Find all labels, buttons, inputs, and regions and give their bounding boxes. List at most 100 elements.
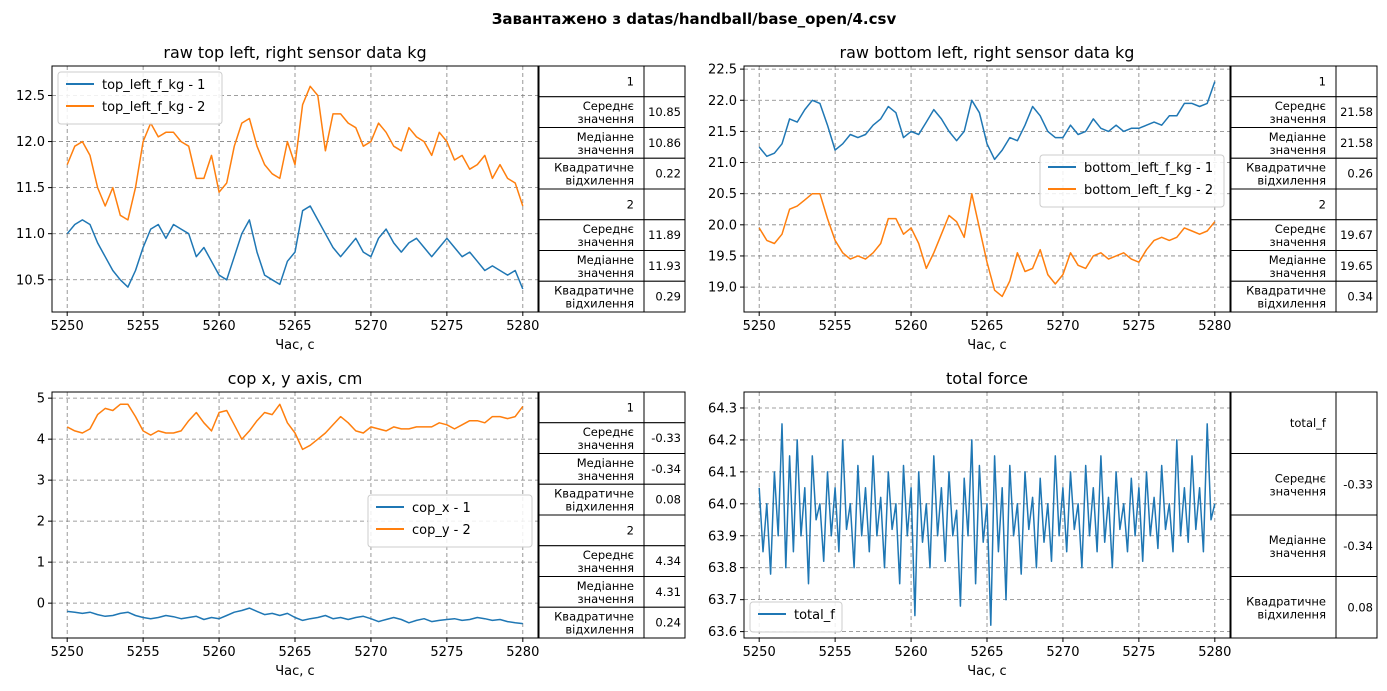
x-tick-label: 5280 (506, 645, 539, 660)
x-tick-label: 5275 (430, 645, 463, 660)
table-row-label: 2 (627, 523, 634, 537)
table-cell-value (1335, 219, 1378, 251)
legend: top_left_f_kg - 1 top_left_f_kg - 2 (57, 71, 223, 125)
table-cell-value (1335, 453, 1378, 516)
x-tick-label: 5260 (895, 645, 928, 660)
table-cell-value (643, 250, 686, 282)
table-cell-label (538, 127, 645, 159)
legend: bottom_left_f_kg - 1 bottom_left_f_kg - 2 (1039, 154, 1225, 208)
x-tick-label: 5260 (203, 645, 236, 660)
table-row-value: -0.34 (1343, 539, 1373, 553)
table-row-value: 10.86 (648, 136, 681, 150)
table-row-label-line1: Медіанне (1269, 253, 1326, 267)
table-row-value: 0.08 (655, 493, 681, 507)
series-line-2 (758, 192, 1216, 298)
table-cell-value (1335, 65, 1378, 98)
table-row-value: 4.34 (655, 554, 681, 568)
legend-label: cop_y - 2 (412, 523, 471, 538)
table-row-label: 1 (627, 74, 634, 88)
table-cell-value (643, 127, 686, 159)
table-cell-label (1230, 188, 1337, 221)
table-row-value: -0.33 (651, 431, 681, 445)
table-row-value: 0.22 (655, 167, 681, 181)
table-row-label-line2: значення (1269, 266, 1326, 280)
table-cell-label (538, 606, 645, 639)
table-row-label-line1: Медіанне (577, 130, 634, 144)
table-cell-value (643, 514, 686, 547)
y-tick-label: 20.0 (708, 218, 737, 233)
table-row-label-line2: значення (577, 143, 634, 157)
table-cell-label (538, 545, 645, 577)
x-tick-label: 5260 (895, 319, 928, 334)
x-tick-label: 5255 (819, 319, 852, 334)
y-tick-label: 63.8 (708, 561, 737, 576)
y-tick-label: 64.0 (708, 497, 737, 512)
table-cell-label (1230, 280, 1337, 313)
x-tick-label: 5250 (51, 319, 84, 334)
x-axis-label: Час, с (967, 338, 1006, 353)
y-tick-label: 64.2 (708, 433, 737, 448)
table-cell-label (538, 157, 645, 190)
stats-table: total_fСереднєзначенняСереднє значення-0… (1230, 391, 1378, 639)
table-cell-value (1335, 157, 1378, 190)
table-cell-value (643, 188, 686, 221)
x-tick-label: 5265 (278, 319, 311, 334)
table-row-label-line1: Квадратичне (1246, 161, 1326, 175)
table-row-value: 11.93 (648, 259, 681, 273)
table-row-label-line1: Квадратичне (1246, 594, 1326, 608)
table-row-label-line1: Медіанне (1269, 130, 1326, 144)
legend-box (749, 601, 843, 633)
table-cell-label (538, 280, 645, 313)
table-row-label-line2: значення (577, 592, 634, 606)
table-cell-label (1230, 96, 1337, 128)
table-row-label-line2: відхилення (1257, 607, 1326, 621)
series-line-1 (758, 81, 1216, 161)
y-tick-label: 63.6 (708, 625, 737, 640)
table-row-label-line1: Медіанне (577, 579, 634, 593)
table-cell-label (1230, 514, 1337, 577)
table-row-label-line1: Середнє (1275, 222, 1326, 236)
chart-title: cop x, y axis, cm (228, 369, 363, 388)
legend-label: top_left_f_kg - 2 (102, 100, 205, 115)
table-row-value: 21.58 (1340, 136, 1373, 150)
y-tick-label: 21.5 (708, 125, 737, 140)
legend-box (367, 494, 533, 548)
y-tick-label: 21.0 (708, 156, 737, 171)
table-cell-label (538, 96, 645, 128)
x-tick-label: 5280 (506, 319, 539, 334)
x-tick-label: 5265 (970, 319, 1003, 334)
table-row-label-line2: відхилення (1257, 297, 1326, 311)
y-tick-label: 64.3 (708, 401, 737, 416)
table-row-label-line1: Квадратичне (554, 610, 634, 624)
table-row-label-line1: Медіанне (577, 456, 634, 470)
table-cell-value (1335, 188, 1378, 221)
x-tick-label: 5265 (970, 645, 1003, 660)
x-tick-label: 5275 (1122, 645, 1155, 660)
y-tick-label: 19.5 (708, 249, 737, 264)
table-row-label: 1 (1319, 74, 1326, 88)
table-row-label-line2: значення (577, 469, 634, 483)
table-row-value: 0.29 (655, 290, 681, 304)
table-row-label-line2: значення (577, 438, 634, 452)
table-row-label-line2: значення (577, 266, 634, 280)
table-cell-label (1230, 65, 1337, 98)
table-cell-label (1230, 127, 1337, 159)
table-row-label-line2: значення (1269, 143, 1326, 157)
table-row-label-line2: значення (1269, 546, 1326, 560)
y-tick-label: 22.5 (708, 63, 737, 78)
y-tick-label: 4 (37, 433, 45, 448)
table-row-label-line1: Середнє (583, 548, 634, 562)
legend-label: bottom_left_f_kg - 2 (1084, 183, 1213, 198)
legend-box (1039, 154, 1225, 208)
legend-label: bottom_left_f_kg - 1 (1084, 161, 1213, 176)
legend-label: cop_x - 1 (412, 501, 471, 516)
y-tick-label: 3 (37, 474, 45, 489)
x-axis-label: Час, с (967, 664, 1006, 679)
chart-title: total force (946, 369, 1028, 388)
table-row-label-line2: відхилення (565, 297, 634, 311)
table-row-label-line1: Квадратичне (1246, 284, 1326, 298)
table-row-label: 2 (627, 197, 634, 211)
table-row-label-line1: Квадратичне (554, 487, 634, 501)
table-row-label-line1: Середнє (583, 99, 634, 113)
